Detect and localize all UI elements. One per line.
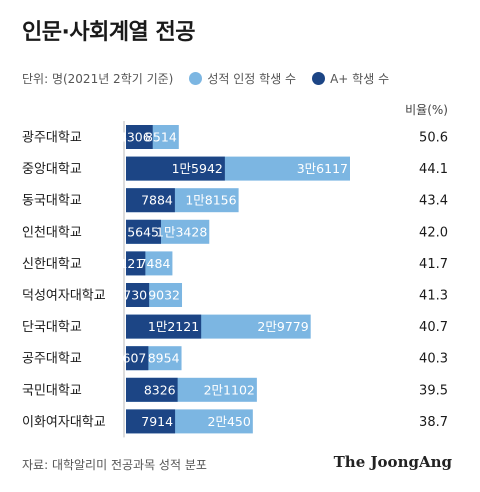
category-label: 동국대학교 (22, 194, 82, 209)
bar-aplus (126, 283, 150, 307)
bar-aplus (126, 377, 178, 402)
rate-label: 39.5 (419, 383, 448, 398)
data-label-aplus: 3607 (115, 351, 147, 366)
data-label-aplus: 7914 (141, 414, 173, 429)
category-label: 공주대학교 (22, 352, 82, 367)
legend-label-total: 성적 인정 학생 수 (207, 72, 297, 86)
chart-title: 인문·사회계열 전공 (22, 20, 195, 45)
bar-aplus (126, 251, 146, 276)
data-label-aplus: 7884 (141, 193, 173, 208)
category-label: 단국대학교 (22, 320, 82, 335)
data-label-aplus: 3730 (115, 288, 147, 303)
category-label: 이화여자대학교 (22, 415, 106, 430)
rate-label: 50.6 (419, 131, 448, 146)
data-label-total: 2만450 (208, 414, 251, 429)
category-label: 인천대학교 (22, 225, 82, 240)
data-label-total: 8954 (148, 351, 180, 366)
data-label-total: 7484 (139, 256, 171, 271)
data-label-total: 8514 (145, 130, 177, 145)
legend-swatch-aplus (312, 72, 326, 85)
bar-aplus (126, 156, 225, 181)
bar-aplus (126, 188, 175, 213)
rate-label: 38.7 (419, 415, 448, 430)
rate-label: 43.4 (419, 194, 448, 209)
category-label: 중앙대학교 (22, 162, 82, 177)
category-label: 광주대학교 (22, 131, 82, 146)
data-label-aplus: 4306 (119, 130, 151, 145)
source-note: 자료: 대학알리미 전공과목 성적 분포 (22, 458, 207, 472)
bar-aplus (126, 409, 176, 434)
rate-label: 41.7 (419, 257, 448, 272)
rate-label: 40.3 (419, 352, 448, 367)
category-label: 신한대학교 (22, 257, 82, 272)
data-label-total: 2만9779 (257, 319, 308, 334)
data-label-aplus: 5645 (127, 224, 159, 239)
data-label-total: 2만1102 (204, 382, 255, 397)
data-label-total: 9032 (148, 288, 180, 303)
brand-logo: The JoongAng (333, 453, 452, 471)
rate-label: 44.1 (419, 162, 448, 177)
data-label-total: 1만8156 (185, 193, 236, 208)
legend: 단위: 명(2021년 2학기 기준) 성적 인정 학생 수 A+ 학생 수 (22, 70, 389, 87)
data-label-aplus: 8326 (144, 382, 176, 397)
data-label-aplus: 1만5942 (172, 161, 223, 176)
data-label-total: 1만3428 (156, 224, 207, 239)
rate-label: 42.0 (419, 225, 448, 240)
bar-aplus (126, 125, 153, 149)
bar-aplus (126, 346, 149, 371)
rate-label: 41.3 (419, 289, 448, 304)
category-label: 덕성여자대학교 (22, 289, 106, 304)
unit-note: 단위: 명(2021년 2학기 기준) (22, 72, 174, 86)
legend-item-aplus: A+ 학생 수 (312, 70, 389, 87)
category-label: 국민대학교 (22, 383, 82, 398)
bar-aplus (126, 314, 202, 339)
legend-item-total: 성적 인정 학생 수 (189, 70, 296, 87)
data-label-aplus: 1만2121 (148, 319, 199, 334)
legend-swatch-total (189, 72, 203, 85)
bar-aplus (126, 219, 162, 244)
rate-column-header: 비율(%) (405, 103, 448, 117)
data-label-aplus: 3121 (112, 256, 144, 271)
legend-label-aplus: A+ 학생 수 (330, 72, 390, 86)
rate-label: 40.7 (419, 320, 448, 335)
data-label-total: 3만6117 (297, 161, 348, 176)
